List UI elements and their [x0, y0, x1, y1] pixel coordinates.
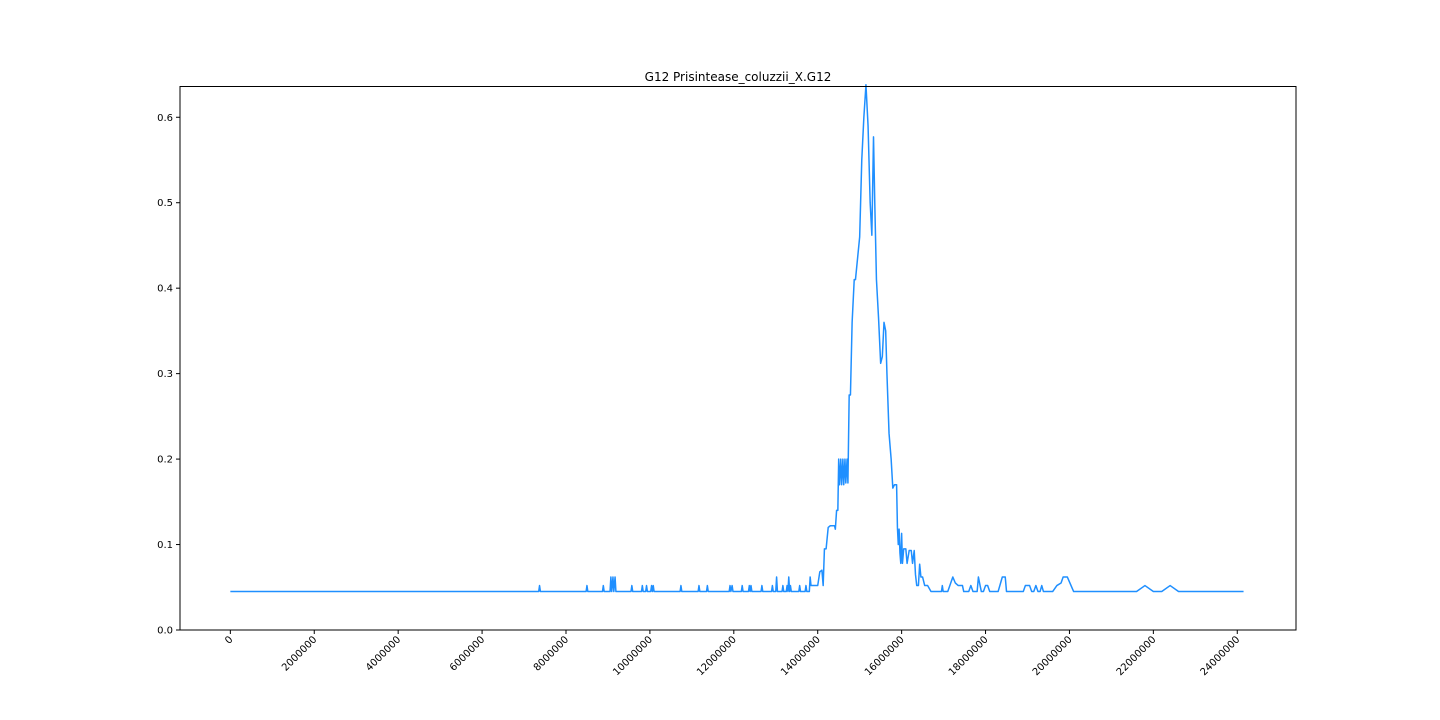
x-tick-label: 4000000	[364, 634, 403, 673]
x-tick-label: 12000000	[695, 634, 739, 678]
series-line-0	[230, 84, 1244, 593]
x-tick-label: 14000000	[779, 634, 823, 678]
x-tick-label: 2000000	[280, 634, 319, 673]
y-tick-label: 0.0	[157, 626, 173, 637]
y-axis: 0.0 0.1 0.2 0.3 0.4 0.5 0.6	[157, 113, 180, 637]
x-tick-label: 20000000	[1031, 634, 1075, 678]
x-tick-label: 22000000	[1115, 634, 1159, 678]
y-tick-label: 0.1	[157, 540, 173, 551]
x-tick-label: 24000000	[1199, 634, 1243, 678]
x-tick-label: 18000000	[947, 634, 991, 678]
plot-area	[230, 84, 1244, 593]
y-tick-label: 0.4	[157, 284, 173, 295]
x-tick-label: 8000000	[532, 634, 571, 673]
x-tick-label: 10000000	[611, 634, 655, 678]
y-tick-label: 0.2	[157, 455, 173, 466]
y-tick-label: 0.6	[157, 113, 173, 124]
x-tick-label: 16000000	[863, 634, 907, 678]
y-tick-label: 0.5	[157, 198, 173, 209]
x-tick-label: 0	[223, 634, 235, 646]
y-tick-label: 0.3	[157, 369, 173, 380]
chart-title: G12 Prisintease_coluzzii_X.G12	[645, 70, 832, 84]
plot-frame	[179, 86, 1297, 631]
x-axis: 0 2000000 4000000 6000000 8000000 10000000 120…	[223, 630, 1242, 678]
x-tick-label: 6000000	[448, 634, 487, 673]
